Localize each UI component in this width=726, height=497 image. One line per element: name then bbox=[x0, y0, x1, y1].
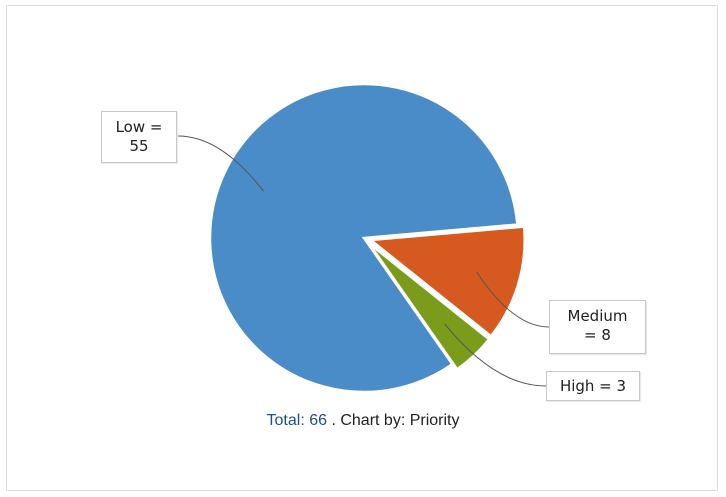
chart-footer: Total: 66 . Chart by: Priority bbox=[0, 412, 726, 430]
label-medium: Medium = 8 bbox=[549, 300, 646, 354]
label-low: Low = 55 bbox=[101, 111, 177, 163]
label-high-line1: High = 3 bbox=[559, 377, 627, 395]
leader-line-medium bbox=[476, 271, 550, 328]
label-medium-line2: = 8 bbox=[584, 326, 611, 344]
label-high: High = 3 bbox=[546, 371, 640, 401]
label-low-line2: 55 bbox=[129, 137, 149, 155]
leader-line-high bbox=[444, 323, 547, 387]
chart-by-label: . Chart by: Priority bbox=[331, 412, 460, 429]
total-link[interactable]: Total: 66 bbox=[266, 412, 327, 429]
label-medium-line1: Medium bbox=[567, 307, 628, 325]
slice-low[interactable] bbox=[208, 82, 519, 394]
leader-line-low bbox=[177, 135, 264, 192]
label-low-line1: Low = bbox=[115, 118, 163, 136]
slice-medium[interactable] bbox=[367, 225, 526, 338]
